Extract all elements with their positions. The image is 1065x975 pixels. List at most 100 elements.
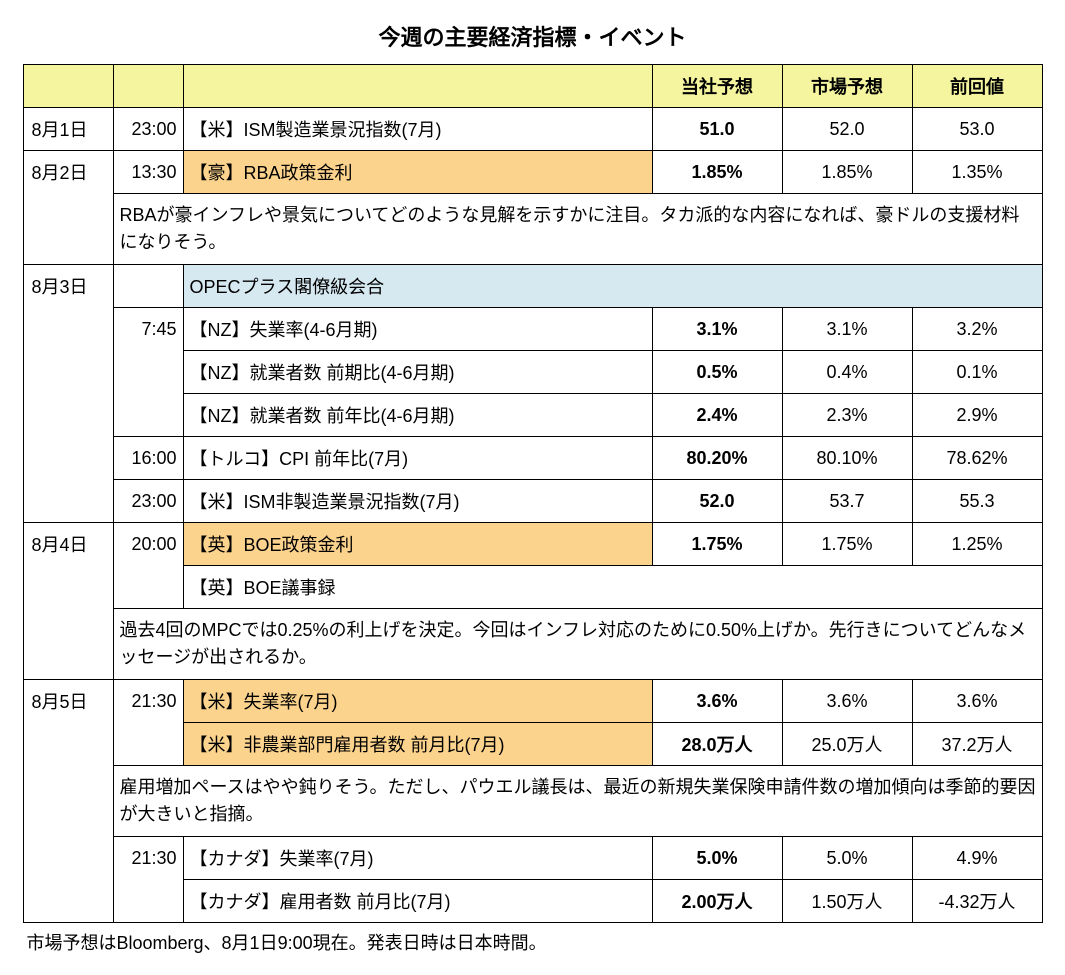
event-cell: 【米】非農業部門雇用者数 前月比(7月) [183, 723, 652, 766]
commentary-cell: 雇用増加ペースはやや鈍りそう。ただし、パウエル議長は、最近の新規失業保険申請件数… [113, 766, 1042, 837]
forecast-cell: 5.0% [652, 837, 782, 880]
time-cell: 23:00 [113, 480, 183, 523]
time-cell: 7:45 [113, 308, 183, 351]
table-row: 【米】非農業部門雇用者数 前月比(7月) 28.0万人 25.0万人 37.2万… [23, 723, 1042, 766]
market-cell: 80.10% [782, 437, 912, 480]
time-cell-cont [113, 880, 183, 923]
event-cell: 【豪】RBA政策金利 [183, 151, 652, 194]
event-cell: 【英】BOE議事録 [183, 566, 1042, 609]
time-cell-cont [113, 723, 183, 766]
event-cell: 【英】BOE政策金利 [183, 523, 652, 566]
date-cell-cont [23, 566, 113, 609]
table-row: 21:30 【カナダ】失業率(7月) 5.0% 5.0% 4.9% [23, 837, 1042, 880]
time-cell: 16:00 [113, 437, 183, 480]
market-cell: 1.50万人 [782, 880, 912, 923]
forecast-cell: 28.0万人 [652, 723, 782, 766]
table-row: 8月2日 13:30 【豪】RBA政策金利 1.85% 1.85% 1.35% [23, 151, 1042, 194]
table-header-row: 当社予想 市場予想 前回値 [23, 65, 1042, 108]
forecast-cell: 1.85% [652, 151, 782, 194]
forecast-cell: 80.20% [652, 437, 782, 480]
forecast-cell: 2.4% [652, 394, 782, 437]
forecast-cell: 2.00万人 [652, 880, 782, 923]
header-date-blank [23, 65, 113, 108]
time-cell: 20:00 [113, 523, 183, 566]
date-cell: 8月3日 [23, 265, 113, 308]
time-cell: 21:30 [113, 837, 183, 880]
forecast-cell: 3.1% [652, 308, 782, 351]
time-cell [113, 265, 183, 308]
date-cell: 8月5日 [23, 680, 113, 723]
commentary-row: RBAが豪インフレや景気についてどのような見解を示すかに注目。タカ派的な内容にな… [23, 194, 1042, 265]
footnote: 市場予想はBloomberg、8月1日9:00現在。発表日時は日本時間。 [23, 929, 1043, 955]
event-cell: 【カナダ】雇用者数 前月比(7月) [183, 880, 652, 923]
date-cell-cont [23, 437, 113, 480]
table-row: 8月1日 23:00 【米】ISM製造業景況指数(7月) 51.0 52.0 5… [23, 108, 1042, 151]
previous-cell: 55.3 [912, 480, 1042, 523]
date-cell-cont [23, 480, 113, 523]
time-cell-cont [113, 351, 183, 394]
header-previous: 前回値 [912, 65, 1042, 108]
market-cell: 3.1% [782, 308, 912, 351]
table-row: 【英】BOE議事録 [23, 566, 1042, 609]
previous-cell: 0.1% [912, 351, 1042, 394]
time-cell-cont [113, 566, 183, 609]
market-cell: 3.6% [782, 680, 912, 723]
date-cell-cont [23, 723, 113, 766]
date-cell-cont [23, 766, 113, 837]
event-cell: 【カナダ】失業率(7月) [183, 837, 652, 880]
table-row: 8月5日 21:30 【米】失業率(7月) 3.6% 3.6% 3.6% [23, 680, 1042, 723]
date-cell: 8月4日 [23, 523, 113, 566]
date-cell: 8月2日 [23, 151, 113, 194]
market-cell: 53.7 [782, 480, 912, 523]
previous-cell: 78.62% [912, 437, 1042, 480]
event-cell: 【トルコ】CPI 前年比(7月) [183, 437, 652, 480]
table-row: 【NZ】就業者数 前年比(4-6月期) 2.4% 2.3% 2.9% [23, 394, 1042, 437]
previous-cell: 2.9% [912, 394, 1042, 437]
date-cell-cont [23, 880, 113, 923]
table-row: 16:00 【トルコ】CPI 前年比(7月) 80.20% 80.10% 78.… [23, 437, 1042, 480]
date-cell-cont [23, 837, 113, 880]
event-cell: OPECプラス閣僚級会合 [183, 265, 1042, 308]
market-cell: 52.0 [782, 108, 912, 151]
event-cell: 【NZ】就業者数 前年比(4-6月期) [183, 394, 652, 437]
previous-cell: -4.32万人 [912, 880, 1042, 923]
commentary-row: 雇用増加ペースはやや鈍りそう。ただし、パウエル議長は、最近の新規失業保険申請件数… [23, 766, 1042, 837]
header-market: 市場予想 [782, 65, 912, 108]
table-row: 8月4日 20:00 【英】BOE政策金利 1.75% 1.75% 1.25% [23, 523, 1042, 566]
page-title: 今週の主要経済指標・イベント [20, 20, 1045, 52]
previous-cell: 53.0 [912, 108, 1042, 151]
previous-cell: 3.6% [912, 680, 1042, 723]
forecast-cell: 51.0 [652, 108, 782, 151]
event-cell: 【NZ】就業者数 前期比(4-6月期) [183, 351, 652, 394]
market-cell: 1.75% [782, 523, 912, 566]
table-row: 【カナダ】雇用者数 前月比(7月) 2.00万人 1.50万人 -4.32万人 [23, 880, 1042, 923]
previous-cell: 4.9% [912, 837, 1042, 880]
date-cell-cont [23, 351, 113, 394]
header-event-blank [183, 65, 652, 108]
time-cell-cont [113, 394, 183, 437]
time-cell: 23:00 [113, 108, 183, 151]
date-cell-cont [23, 194, 113, 265]
previous-cell: 3.2% [912, 308, 1042, 351]
date-cell: 8月1日 [23, 108, 113, 151]
economic-calendar-table: 当社予想 市場予想 前回値 8月1日 23:00 【米】ISM製造業景況指数(7… [23, 64, 1043, 923]
table-row: 7:45 【NZ】失業率(4-6月期) 3.1% 3.1% 3.2% [23, 308, 1042, 351]
header-time-blank [113, 65, 183, 108]
date-cell-cont [23, 308, 113, 351]
event-cell: 【米】ISM非製造業景況指数(7月) [183, 480, 652, 523]
previous-cell: 1.35% [912, 151, 1042, 194]
table-row: 23:00 【米】ISM非製造業景況指数(7月) 52.0 53.7 55.3 [23, 480, 1042, 523]
market-cell: 2.3% [782, 394, 912, 437]
commentary-cell: RBAが豪インフレや景気についてどのような見解を示すかに注目。タカ派的な内容にな… [113, 194, 1042, 265]
event-cell: 【米】失業率(7月) [183, 680, 652, 723]
market-cell: 1.85% [782, 151, 912, 194]
forecast-cell: 1.75% [652, 523, 782, 566]
table-row: 8月3日 OPECプラス閣僚級会合 [23, 265, 1042, 308]
forecast-cell: 3.6% [652, 680, 782, 723]
market-cell: 25.0万人 [782, 723, 912, 766]
time-cell: 13:30 [113, 151, 183, 194]
commentary-cell: 過去4回のMPCでは0.25%の利上げを決定。今回はインフレ対応のために0.50… [113, 609, 1042, 680]
time-cell: 21:30 [113, 680, 183, 723]
header-forecast: 当社予想 [652, 65, 782, 108]
forecast-cell: 52.0 [652, 480, 782, 523]
